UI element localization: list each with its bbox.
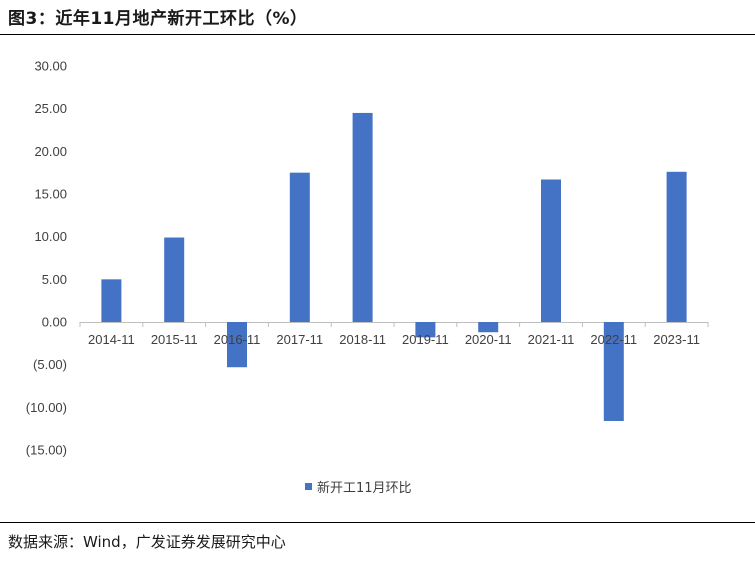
x-axis-ticks: 2014-11 2015-11 2016-11 2017-11 2018-11 2019-… <box>79 322 709 347</box>
bar-chart: 30.00 25.00 20.00 15.00 10.00 5.00 0.00 (5.00) (… <box>26 59 709 496</box>
bar-2019-11 <box>415 322 436 338</box>
x-tick-label: 2021-11 <box>528 332 575 347</box>
title-divider <box>0 34 755 35</box>
legend-label: 新开工11月环比 <box>317 480 412 496</box>
bar-2023-11 <box>666 171 687 322</box>
y-axis-ticks: 30.00 25.00 20.00 15.00 10.00 5.00 0.00 (5.00) (… <box>26 59 67 458</box>
y-tick-label: (15.00) <box>26 443 67 458</box>
y-tick-label: 0.00 <box>42 315 67 330</box>
x-tick-label: 2014-11 <box>88 332 135 347</box>
y-tick-label: (5.00) <box>33 357 67 372</box>
y-tick-label: 25.00 <box>34 101 67 116</box>
legend-swatch <box>305 483 312 490</box>
bar-2015-11 <box>164 237 185 322</box>
chart-title: 图3：近年11月地产新开工环比（%） <box>8 9 308 29</box>
bar-2014-11 <box>101 279 122 322</box>
x-tick-label: 2022-11 <box>590 332 637 347</box>
y-tick-label: 30.00 <box>34 59 67 74</box>
bar-2017-11 <box>289 172 310 322</box>
y-tick-label: 20.00 <box>34 144 67 159</box>
x-tick-label: 2015-11 <box>151 332 198 347</box>
x-tick-label: 2019-11 <box>402 332 449 347</box>
x-tick-label: 2018-11 <box>339 332 386 347</box>
bar-2020-11 <box>478 322 499 333</box>
bar-2016-11 <box>227 322 247 368</box>
bars <box>101 112 687 421</box>
y-tick-label: 10.00 <box>34 229 67 244</box>
bar-2022-11 <box>603 322 624 421</box>
x-tick-label: 2020-11 <box>465 332 512 347</box>
y-tick-label: 5.00 <box>42 272 67 287</box>
bar-2018-11 <box>352 112 373 322</box>
source-note: 数据来源：Wind，广发证券发展研究中心 <box>8 533 286 551</box>
x-tick-label: 2017-11 <box>276 332 323 347</box>
bar-2021-11 <box>541 179 561 322</box>
legend: 新开工11月环比 <box>305 480 412 496</box>
y-tick-label: 15.00 <box>34 187 67 202</box>
x-tick-label: 2016-11 <box>214 332 261 347</box>
x-tick-label: 2023-11 <box>653 332 700 347</box>
source-divider <box>0 522 755 523</box>
y-tick-label: (10.00) <box>26 400 67 415</box>
